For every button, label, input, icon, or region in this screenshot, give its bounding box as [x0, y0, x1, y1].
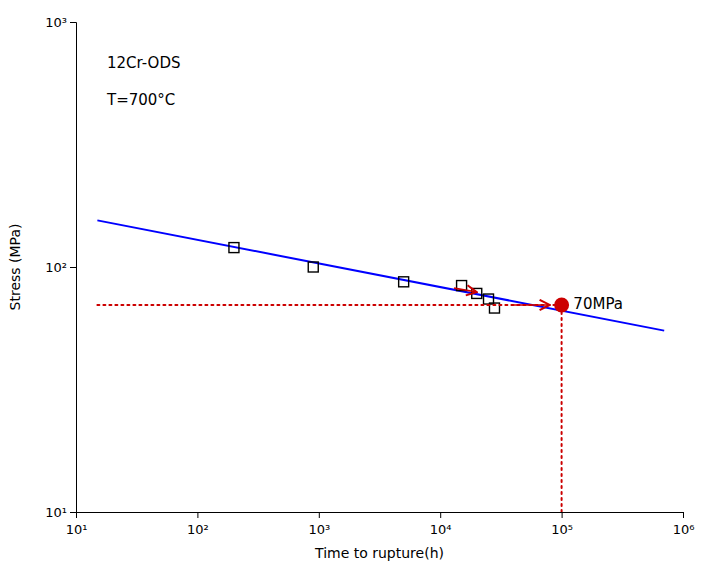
arrow [454, 288, 477, 292]
x-tick: 10⁶ [673, 512, 695, 537]
y-tick-mark [70, 267, 76, 268]
arrow [513, 304, 550, 306]
dotted-line [561, 305, 563, 512]
annotation: 70MPa [573, 295, 623, 313]
square-point [308, 262, 318, 272]
y-tick: 10² [45, 260, 76, 275]
x-tick: 10⁵ [551, 512, 573, 537]
x-tick-mark [319, 512, 320, 518]
chart: 10¹ 10² 10³ 10⁴ 10⁵ 10⁶ 10¹ 10² 10³ Time to ruptu… [0, 0, 711, 572]
x-tick: 10⁴ [430, 512, 452, 537]
x-axis: 10¹ 10² 10³ 10⁴ 10⁵ 10⁶ [66, 512, 695, 537]
x-tick-label: 10³ [308, 522, 330, 537]
y-axis-title: Stress (MPa) [7, 224, 23, 311]
x-tick-label: 10⁵ [551, 522, 573, 537]
y-tick: 10³ [45, 15, 76, 30]
x-tick-label: 10⁴ [430, 522, 452, 537]
y-tick-label: 10³ [45, 15, 67, 30]
square-point [472, 288, 482, 298]
y-tick-mark [70, 512, 76, 513]
x-tick: 10¹ [66, 512, 88, 537]
y-tick-label: 10¹ [45, 505, 67, 520]
y-tick-label: 10² [45, 260, 67, 275]
annotations: 12Cr-ODS T=700°C 70MPa [106, 54, 623, 314]
annotation: 12Cr-ODS [107, 54, 180, 72]
square-point [229, 243, 239, 253]
y-tick: 10¹ [45, 505, 76, 520]
line [97, 220, 664, 330]
x-tick-label: 10⁶ [673, 522, 695, 537]
y-tick-mark [70, 22, 76, 23]
x-axis-line [77, 513, 684, 519]
x-axis-title: Time to rupture(h) [314, 545, 444, 561]
x-tick-label: 10² [187, 522, 209, 537]
circle-point [554, 297, 569, 312]
dotted-line [97, 304, 561, 306]
x-tick: 10² [187, 512, 209, 537]
marks [97, 220, 664, 512]
x-tick-mark [197, 512, 198, 518]
x-tick-mark [683, 512, 684, 518]
x-tick-mark [562, 512, 563, 518]
y-axis: 10¹ 10² 10³ [45, 15, 76, 520]
x-tick-label: 10¹ [66, 522, 88, 537]
x-tick-mark [440, 512, 441, 518]
annotation: T=700°C [106, 91, 175, 109]
y-axis-line [70, 23, 77, 513]
square-point [399, 277, 409, 287]
x-tick: 10³ [308, 512, 330, 537]
